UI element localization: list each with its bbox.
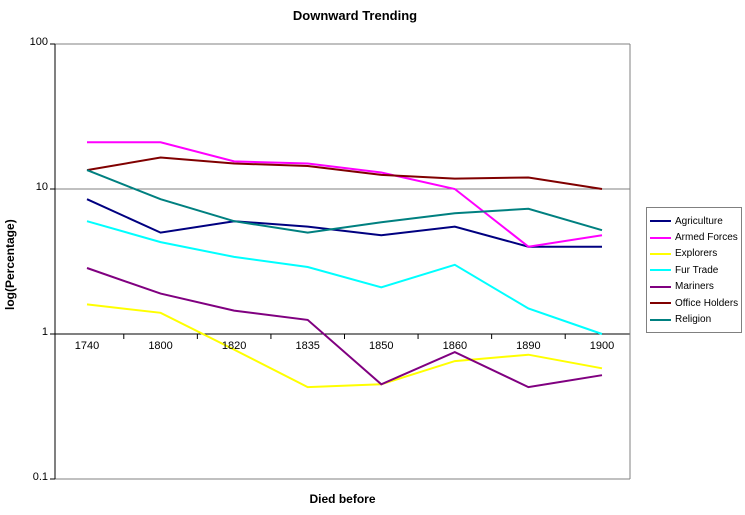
legend-swatch-office-holders bbox=[650, 302, 671, 305]
x-tick-label-1740: 1740 bbox=[74, 340, 100, 352]
y-tick-label-1: 1 bbox=[41, 326, 48, 338]
legend-swatch-agriculture bbox=[650, 220, 671, 223]
legend-item-religion: Religion bbox=[650, 311, 738, 327]
series-line-fur-trade bbox=[86, 220, 603, 335]
legend-item-office-holders: Office Holders bbox=[650, 295, 738, 311]
series-line-explorers bbox=[86, 303, 603, 389]
legend-label-office-holders: Office Holders bbox=[675, 297, 739, 309]
series-line-mariners bbox=[86, 267, 603, 389]
chart-title: Downward Trending bbox=[292, 8, 418, 23]
y-tick-label-0.1: 0.1 bbox=[32, 471, 48, 483]
legend-item-armed-forces: Armed Forces bbox=[650, 229, 738, 245]
x-tick-label-1835: 1835 bbox=[295, 340, 320, 352]
series-line-armed-forces bbox=[87, 141, 603, 248]
legend-label-agriculture: Agriculture bbox=[675, 215, 723, 227]
x-tick-label-1820: 1820 bbox=[221, 340, 247, 352]
x-tick-label-1860: 1860 bbox=[442, 340, 468, 352]
y-tick-label-10: 10 bbox=[35, 181, 48, 193]
legend-swatch-explorers bbox=[650, 252, 671, 255]
legend-label-fur-trade: Fur Trade bbox=[675, 264, 719, 276]
legend-swatch-armed-forces bbox=[650, 236, 671, 239]
legend-swatch-fur-trade bbox=[650, 269, 671, 272]
x-tick-label-1900: 1900 bbox=[589, 340, 615, 352]
legend-swatch-mariners bbox=[650, 285, 671, 288]
legend-swatch-religion bbox=[650, 318, 671, 321]
x-axis-title: Died before bbox=[309, 492, 376, 506]
series-line-agriculture bbox=[86, 198, 602, 248]
legend-item-fur-trade: Fur Trade bbox=[650, 262, 738, 278]
plot-area bbox=[50, 43, 631, 480]
x-tick-label-1890: 1890 bbox=[516, 340, 541, 352]
legend-item-explorers: Explorers bbox=[650, 246, 738, 262]
series-line-office-holders bbox=[86, 156, 603, 190]
legend: Agriculture Armed Forces Explorers Fur Trad… bbox=[646, 207, 742, 333]
y-tick-label-100: 100 bbox=[29, 36, 48, 48]
legend-label-mariners: Mariners bbox=[675, 281, 714, 293]
x-tick-label-1800: 1800 bbox=[148, 340, 173, 352]
legend-item-mariners: Mariners bbox=[650, 279, 738, 295]
x-tick-label-1850: 1850 bbox=[369, 340, 394, 352]
legend-label-armed-forces: Armed Forces bbox=[675, 232, 738, 244]
series-line-religion bbox=[86, 169, 603, 234]
legend-label-explorers: Explorers bbox=[675, 248, 718, 260]
legend-item-agriculture: Agriculture bbox=[650, 213, 738, 229]
legend-label-religion: Religion bbox=[675, 314, 712, 326]
y-axis-title: log(Percentage) bbox=[3, 219, 17, 311]
